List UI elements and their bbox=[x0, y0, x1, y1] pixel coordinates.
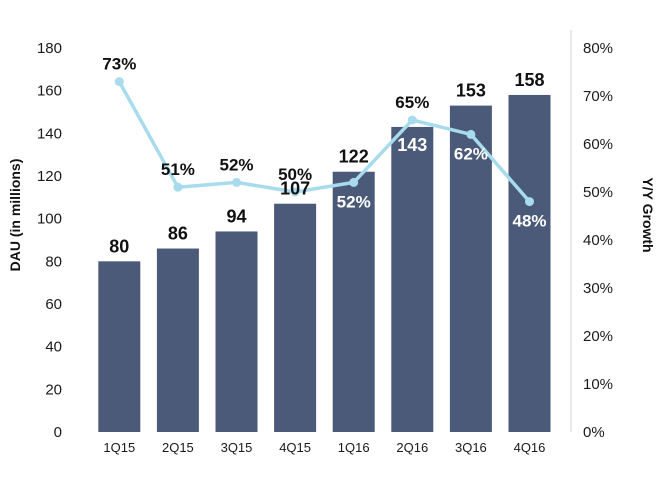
y-axis-title-right: Y/Y Growth bbox=[640, 177, 656, 252]
bar-value-label: 86 bbox=[168, 224, 188, 244]
x-axis: 1Q15 2Q15 3Q15 4Q15 1Q16 2Q16 3Q16 4Q16 bbox=[103, 440, 545, 455]
growth-point-1q16 bbox=[349, 177, 359, 187]
y-tick-right: 70% bbox=[583, 88, 613, 105]
x-tick: 1Q16 bbox=[338, 440, 370, 455]
y-tick-left: 100 bbox=[37, 211, 62, 228]
y-tick-right: 10% bbox=[583, 376, 613, 393]
y-tick-left: 180 bbox=[37, 40, 62, 57]
y-tick-right: 50% bbox=[583, 184, 613, 201]
growth-data-labels: 73% 51% 52% 50% 52% 65% 62% 48% bbox=[102, 55, 546, 231]
growth-value-label: 73% bbox=[102, 55, 136, 74]
bar-value-label: 158 bbox=[514, 70, 544, 90]
growth-value-label: 62% bbox=[454, 144, 488, 163]
bar-4q15 bbox=[274, 203, 317, 432]
y-axis-left: 0 20 40 60 80 100 120 140 160 180 bbox=[37, 40, 62, 441]
y-tick-right: 60% bbox=[583, 136, 613, 153]
growth-point-2q16 bbox=[407, 115, 417, 125]
x-tick: 1Q15 bbox=[103, 440, 135, 455]
bar-2q16 bbox=[391, 126, 434, 432]
bar-data-labels: 80 86 94 107 122 143 153 158 bbox=[109, 70, 544, 256]
bar-series bbox=[98, 94, 551, 432]
x-tick: 2Q16 bbox=[396, 440, 428, 455]
growth-value-label: 48% bbox=[512, 212, 546, 231]
growth-point-4q16 bbox=[525, 197, 534, 207]
y-axis-right: 0% 10% 20% 30% 40% 50% 60% 70% 80% bbox=[583, 40, 613, 441]
y-tick-right: 0% bbox=[583, 424, 605, 441]
x-tick: 4Q16 bbox=[514, 440, 546, 455]
growth-value-label: 52% bbox=[337, 192, 371, 211]
growth-line-series bbox=[114, 77, 534, 207]
growth-point-3q15 bbox=[232, 177, 241, 187]
bar-3q16 bbox=[449, 105, 492, 432]
x-tick: 3Q16 bbox=[455, 440, 487, 455]
bar-value-label: 94 bbox=[226, 206, 246, 226]
bar-4q16 bbox=[508, 94, 551, 432]
y-tick-left: 0 bbox=[54, 424, 62, 441]
growth-value-label: 50% bbox=[278, 165, 312, 184]
y-tick-left: 140 bbox=[37, 125, 62, 142]
growth-value-label: 51% bbox=[161, 160, 195, 179]
bar-value-label: 143 bbox=[397, 135, 427, 155]
bar-2q15 bbox=[156, 248, 199, 432]
bar-value-label: 107 bbox=[280, 179, 310, 199]
bar-1q16 bbox=[332, 171, 375, 432]
y-tick-left: 120 bbox=[37, 168, 62, 185]
growth-value-label: 52% bbox=[219, 155, 253, 174]
y-tick-left: 60 bbox=[45, 296, 62, 313]
x-tick: 2Q15 bbox=[162, 440, 194, 455]
y-tick-right: 80% bbox=[583, 40, 613, 57]
bar-value-label: 153 bbox=[456, 81, 486, 101]
bar-3q15 bbox=[215, 231, 258, 432]
growth-point-3q16 bbox=[466, 129, 476, 139]
bar-value-label: 122 bbox=[339, 147, 369, 167]
y-tick-right: 40% bbox=[583, 232, 613, 249]
x-tick: 3Q15 bbox=[221, 440, 253, 455]
growth-point-4q15 bbox=[290, 187, 300, 197]
growth-point-2q15 bbox=[173, 182, 183, 192]
growth-point-1q15 bbox=[114, 77, 124, 87]
y-tick-left: 20 bbox=[45, 381, 62, 398]
bar-value-label: 80 bbox=[109, 236, 129, 256]
y-tick-left: 40 bbox=[45, 339, 62, 356]
y-tick-left: 160 bbox=[37, 83, 62, 100]
y-axis-title-left: DAU (in millions) bbox=[7, 159, 23, 272]
bar-1q15 bbox=[98, 261, 141, 432]
y-tick-right: 30% bbox=[583, 280, 613, 297]
growth-line bbox=[117, 80, 531, 203]
growth-value-label: 65% bbox=[395, 93, 429, 112]
x-tick: 4Q15 bbox=[279, 440, 311, 455]
y-tick-right: 20% bbox=[583, 328, 613, 345]
y-tick-left: 80 bbox=[45, 253, 62, 270]
